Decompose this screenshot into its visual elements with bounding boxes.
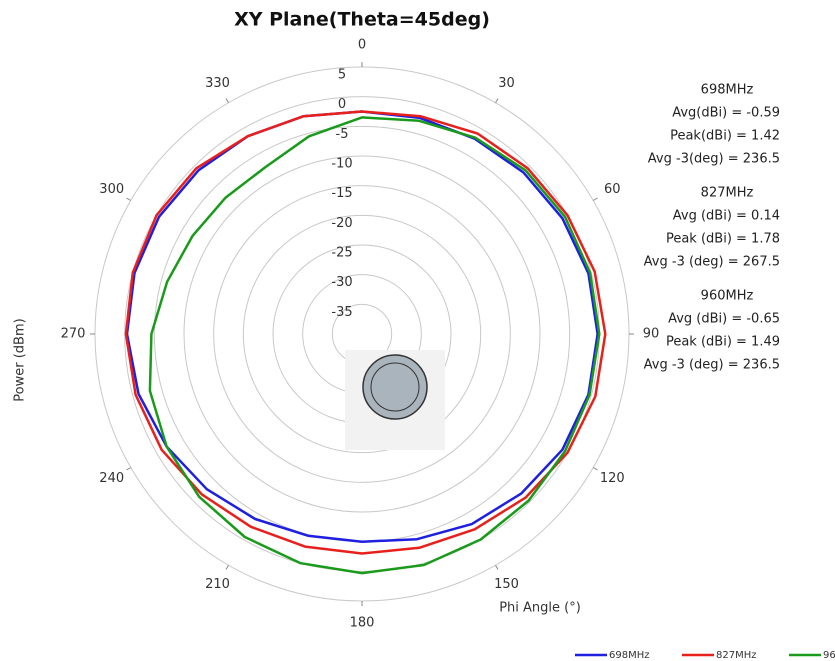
icon-inner (370, 362, 420, 412)
theta-axis-label: Phi Angle (°) (499, 601, 581, 616)
annotation-title: 960MHz (701, 289, 754, 304)
chart-title: XY Plane(Theta=45deg) (234, 9, 490, 31)
legend-label: 827MHz (716, 650, 756, 661)
annotation-line: Avg -3 (deg) = 267.5 (644, 255, 780, 270)
grid-ring (153, 125, 571, 543)
r-tick-label: -10 (331, 157, 352, 172)
series-line (124, 110, 607, 555)
grid-ring (94, 66, 630, 602)
r-tick-label: -25 (331, 246, 352, 261)
theta-tick (126, 467, 132, 471)
r-tick-label: -30 (331, 275, 352, 290)
annotation-line: Avg (dBi) = 0.14 (673, 209, 780, 224)
theta-tick-label: 180 (350, 616, 375, 631)
grid-ring (213, 185, 511, 483)
annotation-title: 698MHz (701, 83, 754, 98)
theta-tick (495, 564, 499, 570)
theta-tick-label: 60 (604, 182, 621, 197)
theta-tick-label: 300 (99, 182, 124, 197)
legend-label: 698MHz (609, 650, 649, 661)
theta-tick-label: 0 (358, 38, 366, 53)
annotation-line: Avg -3(deg) = 236.5 (648, 152, 780, 167)
theta-tick-label: 30 (498, 76, 515, 91)
annotation-line: Peak (dBi) = 1.78 (666, 232, 780, 247)
antenna-icon (345, 350, 445, 450)
theta-tick-label: 240 (99, 471, 124, 486)
r-axis-label: Power (dBm) (13, 318, 28, 401)
annotation-line: Avg(dBi) = -0.59 (672, 106, 780, 121)
r-tick-label: -20 (331, 216, 352, 231)
annotation-line: Peak(dBi) = 1.42 (670, 129, 780, 144)
theta-tick (126, 197, 132, 201)
theta-tick-label: 270 (61, 327, 86, 342)
grid-ring (242, 214, 482, 454)
r-tick-label: -35 (331, 305, 352, 320)
theta-tick-label: 330 (205, 76, 230, 91)
theta-tick (592, 197, 598, 201)
r-tick-label: -15 (331, 186, 352, 201)
series-line (148, 116, 601, 575)
annotation-line: Peak (dBi) = 1.49 (666, 335, 780, 350)
r-tick-label: 5 (338, 68, 346, 83)
theta-tick-label: 150 (494, 577, 519, 592)
series-line (125, 110, 599, 543)
theta-tick (225, 98, 229, 104)
theta-tick-label: 210 (205, 577, 230, 592)
theta-tick (225, 564, 229, 570)
theta-tick-label: 120 (600, 471, 625, 486)
legend-label: 960MHz (823, 650, 835, 661)
theta-tick (592, 467, 598, 471)
annotation-title: 827MHz (701, 186, 754, 201)
annotation-line: Avg (dBi) = -0.65 (668, 312, 780, 327)
r-tick-label: -5 (336, 127, 349, 142)
grid-ring (183, 155, 541, 513)
theta-tick (495, 98, 499, 104)
r-tick-label: 0 (338, 97, 346, 112)
theta-tick-label: 90 (643, 327, 660, 342)
annotation-line: Avg -3 (deg) = 236.5 (644, 358, 780, 373)
